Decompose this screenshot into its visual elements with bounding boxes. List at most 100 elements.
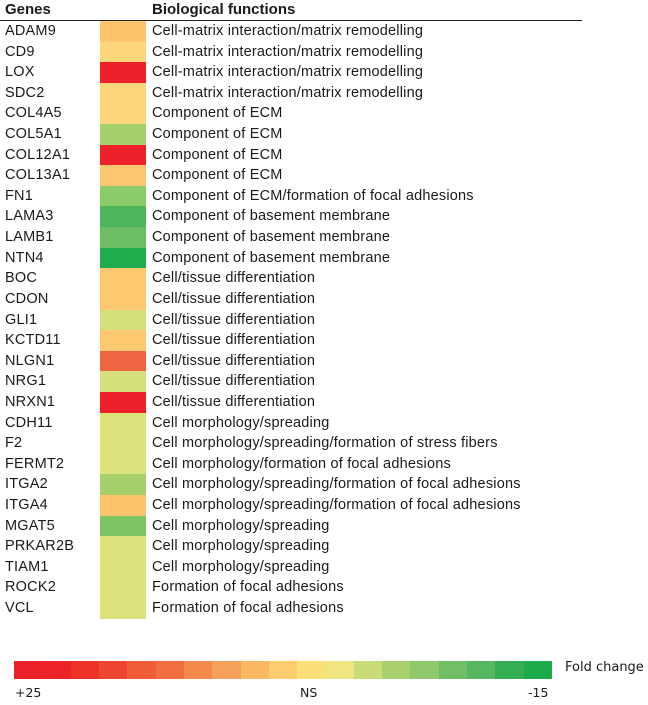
gene-name: CD9 xyxy=(5,43,35,60)
table-row: GLI1 Cell/tissue differentiation xyxy=(0,309,648,331)
legend-color-segment xyxy=(523,661,552,679)
legend-color-segment xyxy=(183,661,213,679)
legend-color-segment xyxy=(438,661,467,679)
gene-name: ADAM9 xyxy=(5,23,56,39)
fold-change-swatch xyxy=(100,474,146,496)
table-row: ITGA4 Cell morphology/spreading/formation… xyxy=(0,495,648,516)
gene-name: PRKAR2B xyxy=(5,538,75,555)
biological-function: Cell/tissue differentiation xyxy=(152,332,316,349)
biological-function: Cell-matrix interaction/matrix remodelli… xyxy=(152,64,424,81)
table-row: ITGA2 Cell morphology/spreading/formation… xyxy=(0,474,648,496)
legend-color-segment xyxy=(382,661,411,679)
fold-change-swatch xyxy=(100,598,146,619)
table-row: NRG1 Cell/tissue differentiation xyxy=(0,371,648,392)
gene-name: CDH11 xyxy=(5,414,53,431)
gene-name: LOX xyxy=(5,64,35,81)
table-row: FN1 Component of ECM/formation of focal a… xyxy=(0,185,648,207)
gene-name: ITGA2 xyxy=(5,476,48,493)
fold-change-swatch xyxy=(100,82,146,104)
table-row: MGAT5 Cell morphology/spreading xyxy=(0,515,648,537)
legend-title: Fold change xyxy=(565,660,644,675)
fold-change-swatch xyxy=(100,185,146,207)
table-row: CDON Cell/tissue differentiation xyxy=(0,288,648,310)
table-row: LOX Cell-matrix interaction/matrix remode… xyxy=(0,62,648,83)
biological-function: Cell morphology/spreading xyxy=(152,558,330,575)
fold-change-swatch xyxy=(100,206,146,228)
functions-column-header: Biological functions xyxy=(152,1,296,18)
biological-function: Cell morphology/spreading xyxy=(152,517,330,534)
fold-change-swatch xyxy=(100,495,146,516)
gene-name: FN1 xyxy=(5,187,33,204)
fold-change-swatch xyxy=(100,165,146,186)
table-row: SDC2 Cell-matrix interaction/matrix remod… xyxy=(0,82,648,104)
gene-name: ROCK2 xyxy=(5,579,56,596)
table-row: PRKAR2B Cell morphology/spreading xyxy=(0,536,648,557)
biological-function: Cell/tissue differentiation xyxy=(152,373,316,390)
table-row: F2 Cell morphology/spreading/formation of… xyxy=(0,433,648,454)
table-row: ADAM9 Cell-matrix interaction/matrix remo… xyxy=(0,21,648,42)
fold-change-swatch xyxy=(100,412,146,434)
table-row: COL13A1 Component of ECM xyxy=(0,165,648,186)
legend-max-label: -15 xyxy=(528,685,549,700)
fold-change-swatch xyxy=(100,21,146,42)
fold-change-swatch xyxy=(100,309,146,331)
table-row: KCTD11 Cell/tissue differentiation xyxy=(0,330,648,351)
biological-function: Cell-matrix interaction/matrix remodelli… xyxy=(152,23,424,39)
fold-change-swatch xyxy=(100,453,146,475)
biological-function: Cell-matrix interaction/matrix remodelli… xyxy=(152,43,424,60)
gene-name: NTN4 xyxy=(5,249,44,266)
fold-change-swatch xyxy=(100,288,146,310)
gene-name: NLGN1 xyxy=(5,352,55,369)
gene-name: CDON xyxy=(5,290,49,307)
biological-function: Component of basement membrane xyxy=(152,229,391,246)
fold-change-swatch xyxy=(100,515,146,537)
legend-color-segment xyxy=(325,661,354,679)
gene-name: COL4A5 xyxy=(5,105,62,122)
legend-color-segment xyxy=(495,661,524,679)
fold-change-color-scale xyxy=(14,661,552,679)
biological-function: Component of ECM xyxy=(152,105,283,122)
fold-change-swatch xyxy=(100,577,146,599)
fold-change-swatch xyxy=(100,124,146,145)
biological-function: Component of ECM xyxy=(152,126,283,143)
legend-color-segment xyxy=(297,661,326,679)
legend-color-segment xyxy=(268,661,298,679)
legend-color-segment xyxy=(240,661,269,679)
fold-change-swatch xyxy=(100,556,146,578)
legend-color-segment xyxy=(353,661,383,679)
legend-min-label: +25 xyxy=(15,685,42,700)
fold-change-swatch xyxy=(100,227,146,248)
table-row: TIAM1 Cell morphology/spreading xyxy=(0,556,648,578)
biological-function: Formation of focal adhesions xyxy=(152,600,344,617)
biological-function: Component of basement membrane xyxy=(152,249,391,266)
fold-change-swatch xyxy=(100,268,146,289)
biological-function: Cell morphology/spreading/formation of f… xyxy=(152,476,521,493)
table-row: LAMA3 Component of basement membrane xyxy=(0,206,648,228)
table-row: NLGN1 Cell/tissue differentiation xyxy=(0,350,648,372)
gene-name: F2 xyxy=(5,435,23,452)
table-row: LAMB1 Component of basement membrane xyxy=(0,227,648,248)
biological-function: Component of ECM xyxy=(152,146,283,163)
table-row: NRXN1 Cell/tissue differentiation xyxy=(0,391,648,413)
fold-change-swatch xyxy=(100,62,146,83)
biological-function: Component of ECM xyxy=(152,167,283,184)
fold-change-swatch xyxy=(100,41,146,63)
biological-function: Cell morphology/spreading/formation of f… xyxy=(152,497,521,514)
table-row: COL5A1 Component of ECM xyxy=(0,124,648,145)
gene-name: MGAT5 xyxy=(5,517,55,534)
legend-color-segment xyxy=(212,661,241,679)
table-row: VCL Formation of focal adhesions xyxy=(0,598,648,619)
table-row: CDH11 Cell morphology/spreading xyxy=(0,412,648,434)
fold-change-swatch xyxy=(100,433,146,454)
fold-change-swatch xyxy=(100,536,146,557)
biological-function: Cell-matrix interaction/matrix remodelli… xyxy=(152,84,424,101)
gene-name: COL12A1 xyxy=(5,146,71,163)
legend-color-segment xyxy=(42,661,71,679)
biological-function: Formation of focal adhesions xyxy=(152,579,344,596)
gene-name: FERMT2 xyxy=(5,455,65,472)
biological-function: Cell/tissue differentiation xyxy=(152,270,316,287)
biological-function: Cell morphology/spreading xyxy=(152,538,330,555)
legend-color-segment xyxy=(127,661,156,679)
gene-name: NRG1 xyxy=(5,373,47,390)
fold-change-swatch xyxy=(100,371,146,392)
